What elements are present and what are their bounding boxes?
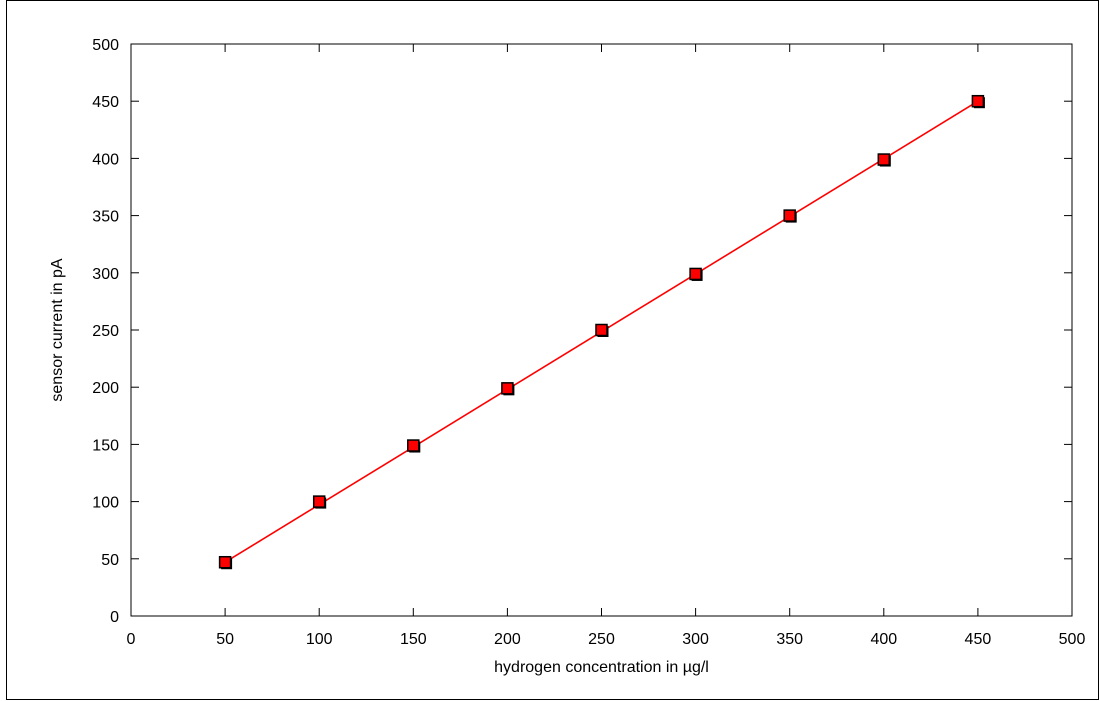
chart-frame bbox=[6, 0, 1099, 700]
x-tick-label: 250 bbox=[588, 631, 615, 648]
y-tick-label: 400 bbox=[92, 151, 119, 168]
plot-area bbox=[130, 43, 1073, 617]
x-tick-label: 100 bbox=[306, 631, 333, 648]
x-tick-label: 150 bbox=[400, 631, 427, 648]
data-point bbox=[218, 555, 232, 569]
y-tick-label: 250 bbox=[92, 323, 119, 340]
x-tick-label: 400 bbox=[870, 631, 897, 648]
x-axis-ticks: 0 50 100 150 200 250 300 350 400 450 500 bbox=[127, 44, 1086, 648]
y-tick-label: 0 bbox=[110, 609, 119, 626]
data-point bbox=[971, 94, 985, 108]
series-layer bbox=[218, 94, 985, 570]
x-tick-label: 500 bbox=[1059, 631, 1086, 648]
x-axis-title: hydrogen concentration in µg/l bbox=[494, 659, 709, 676]
y-tick-label: 500 bbox=[92, 37, 119, 54]
y-tick-label: 100 bbox=[92, 495, 119, 512]
data-point bbox=[783, 209, 796, 222]
y-tick-label: 350 bbox=[92, 209, 119, 226]
data-point bbox=[407, 439, 420, 452]
y-tick-label: 450 bbox=[92, 94, 119, 111]
x-tick-label: 450 bbox=[965, 631, 992, 648]
y-tick-label: 50 bbox=[101, 552, 119, 569]
x-tick-label: 300 bbox=[682, 631, 709, 648]
data-point bbox=[689, 267, 702, 281]
y-axis-title: sensor current in pA bbox=[49, 258, 66, 402]
x-tick-label: 0 bbox=[127, 631, 136, 648]
y-tick-label: 300 bbox=[92, 266, 119, 283]
data-point bbox=[877, 153, 891, 166]
x-tick-label: 200 bbox=[494, 631, 521, 648]
y-tick-label: 200 bbox=[92, 380, 119, 397]
data-point bbox=[312, 495, 326, 508]
data-point bbox=[501, 382, 514, 395]
x-tick-label: 50 bbox=[216, 631, 234, 648]
y-axis-ticks: 0 50 100 150 200 250 300 350 400 450 500 bbox=[92, 37, 1072, 626]
y-tick-label: 150 bbox=[92, 437, 119, 454]
data-point bbox=[595, 323, 608, 337]
x-tick-label: 350 bbox=[776, 631, 803, 648]
